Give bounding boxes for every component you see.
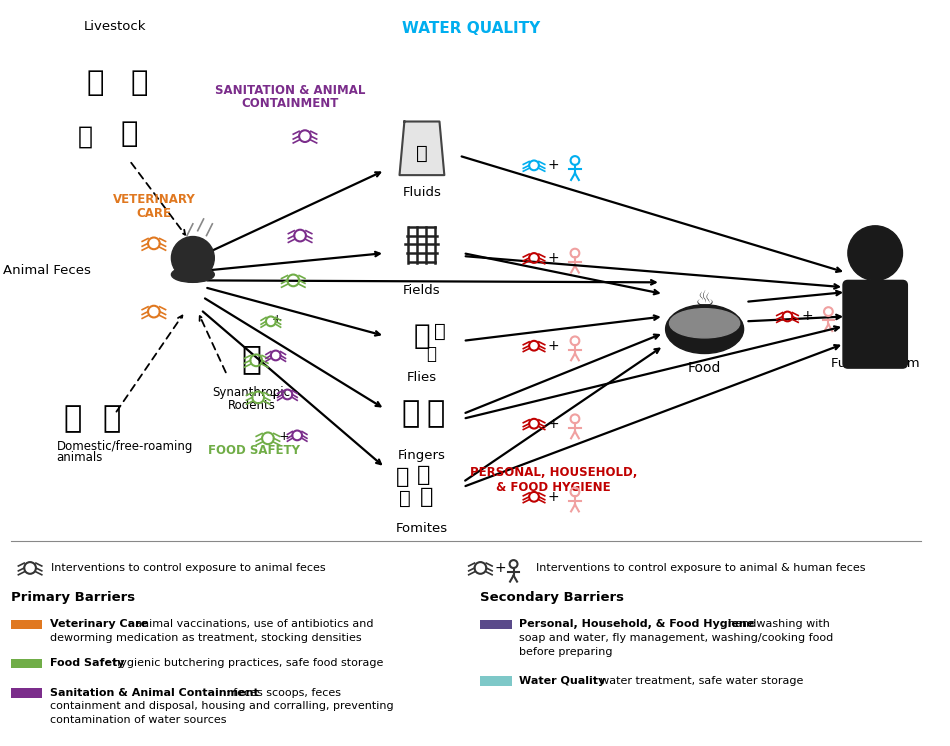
Text: : animal vaccinations, use of antibiotics and: : animal vaccinations, use of antibiotic…	[127, 619, 373, 630]
Text: VETERINARY: VETERINARY	[112, 193, 196, 206]
Text: WATER QUALITY: WATER QUALITY	[402, 22, 540, 37]
Text: 👕: 👕	[420, 487, 433, 507]
FancyBboxPatch shape	[481, 620, 512, 630]
Text: +: +	[494, 561, 505, 575]
Text: 🐈: 🐈	[103, 404, 121, 433]
Text: Rodents: Rodents	[227, 398, 276, 412]
Text: CARE: CARE	[137, 207, 171, 219]
Text: +: +	[548, 339, 560, 353]
Text: 🐖: 🐖	[121, 120, 139, 148]
Text: +: +	[548, 251, 560, 265]
Text: 🪰: 🪰	[433, 322, 446, 341]
FancyBboxPatch shape	[481, 676, 512, 686]
Text: 🪑: 🪑	[398, 489, 410, 508]
Text: Sanitation & Animal Containment: Sanitation & Animal Containment	[49, 688, 258, 698]
Text: : feces scoops, feces: : feces scoops, feces	[226, 688, 341, 698]
Text: : hygienic butchering practices, safe food storage: : hygienic butchering practices, safe fo…	[106, 659, 384, 668]
Text: Water Quality: Water Quality	[520, 676, 606, 686]
Text: : water treatment, safe water storage: : water treatment, safe water storage	[594, 676, 804, 686]
Text: Interventions to control exposure to animal feces: Interventions to control exposure to ani…	[44, 563, 325, 573]
Text: contamination of water sources: contamination of water sources	[49, 715, 226, 725]
Text: FOOD SAFETY: FOOD SAFETY	[208, 444, 300, 457]
Text: Food Safety: Food Safety	[49, 659, 124, 668]
Text: Veterinary Care: Veterinary Care	[49, 619, 147, 630]
Text: deworming medication as treatment, stocking densities: deworming medication as treatment, stock…	[49, 633, 361, 643]
Text: Secondary Barriers: Secondary Barriers	[481, 591, 624, 604]
Text: SANITATION & ANIMAL: SANITATION & ANIMAL	[215, 84, 366, 97]
Text: Flies: Flies	[407, 372, 437, 384]
Ellipse shape	[666, 305, 744, 354]
Text: containment and disposal, housing and corralling, preventing: containment and disposal, housing and co…	[49, 701, 393, 712]
Text: Fields: Fields	[403, 283, 441, 297]
Ellipse shape	[670, 309, 740, 338]
Text: 💧: 💧	[416, 144, 428, 163]
FancyBboxPatch shape	[843, 280, 907, 368]
Text: Food: Food	[688, 361, 721, 375]
Text: +: +	[272, 313, 282, 326]
Text: 🖐: 🖐	[401, 399, 419, 428]
Text: CONTAINMENT: CONTAINMENT	[241, 98, 339, 110]
Text: before preparing: before preparing	[520, 647, 613, 656]
Text: Primary Barriers: Primary Barriers	[10, 591, 135, 604]
Ellipse shape	[171, 267, 215, 282]
Text: 🪰: 🪰	[427, 345, 437, 363]
Text: 🚫: 🚫	[417, 466, 430, 486]
Text: +: +	[548, 417, 560, 430]
Text: Fomites: Fomites	[396, 522, 448, 536]
Text: & FOOD HYGIENE: & FOOD HYGIENE	[496, 480, 611, 494]
Text: : handwashing with: : handwashing with	[721, 619, 830, 630]
Circle shape	[848, 226, 902, 280]
Text: PERSONAL, HOUSEHOLD,: PERSONAL, HOUSEHOLD,	[470, 466, 637, 479]
Text: Fingers: Fingers	[398, 449, 446, 463]
Text: Livestock: Livestock	[84, 20, 146, 34]
Circle shape	[171, 236, 215, 280]
Text: 🐀: 🐀	[241, 342, 261, 375]
Text: +: +	[278, 430, 289, 443]
Text: Synanthropic: Synanthropic	[213, 386, 291, 399]
Text: +: +	[548, 490, 560, 504]
Text: +: +	[548, 158, 560, 172]
FancyBboxPatch shape	[10, 688, 42, 698]
Text: 🪰: 🪰	[413, 322, 430, 350]
Polygon shape	[400, 122, 445, 175]
Text: 🐕: 🐕	[64, 404, 82, 433]
Text: Fluids: Fluids	[403, 186, 442, 199]
FancyBboxPatch shape	[10, 659, 42, 668]
Text: 🐄: 🐄	[130, 69, 148, 96]
Text: Animal Feces: Animal Feces	[3, 264, 90, 278]
Text: 🍴: 🍴	[396, 467, 409, 487]
Text: 🐔: 🐔	[78, 124, 93, 148]
Text: Interventions to control exposure to animal & human feces: Interventions to control exposure to ani…	[529, 563, 865, 573]
Text: +: +	[269, 389, 279, 402]
Text: soap and water, fly management, washing/cooking food: soap and water, fly management, washing/…	[520, 633, 834, 643]
FancyBboxPatch shape	[10, 620, 42, 630]
Text: Domestic/free-roaming: Domestic/free-roaming	[56, 439, 193, 453]
Text: Personal, Household, & Food Hygiene: Personal, Household, & Food Hygiene	[520, 619, 754, 630]
Text: ♨: ♨	[694, 290, 714, 310]
Text: animals: animals	[56, 451, 103, 464]
Text: 🐐: 🐐	[86, 69, 104, 96]
Text: 🖐: 🖐	[427, 399, 445, 428]
Text: Future Victim: Future Victim	[831, 357, 920, 370]
Text: +: +	[801, 310, 813, 324]
